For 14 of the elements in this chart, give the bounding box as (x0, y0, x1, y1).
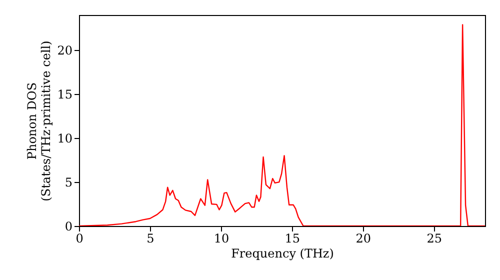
y-tick-label: 10 (57, 132, 72, 146)
x-tick-label: 25 (426, 232, 442, 246)
y-tick-label: 0 (64, 220, 72, 234)
y-tick-label: 5 (64, 176, 72, 190)
y-axis-title: Phonon DOS (States/THz·primitive cell) (25, 40, 54, 202)
x-tick-label: 5 (146, 232, 154, 246)
x-tick-label: 0 (76, 232, 84, 246)
x-axis-title: Frequency (THz) (231, 246, 334, 260)
y-tick-label: 20 (57, 44, 72, 58)
line-series (79, 24, 485, 226)
x-tick-label: 15 (284, 232, 300, 246)
x-tick-label: 10 (214, 232, 230, 246)
x-tick-label: 20 (356, 232, 372, 246)
y-tick-label: 15 (57, 88, 72, 102)
